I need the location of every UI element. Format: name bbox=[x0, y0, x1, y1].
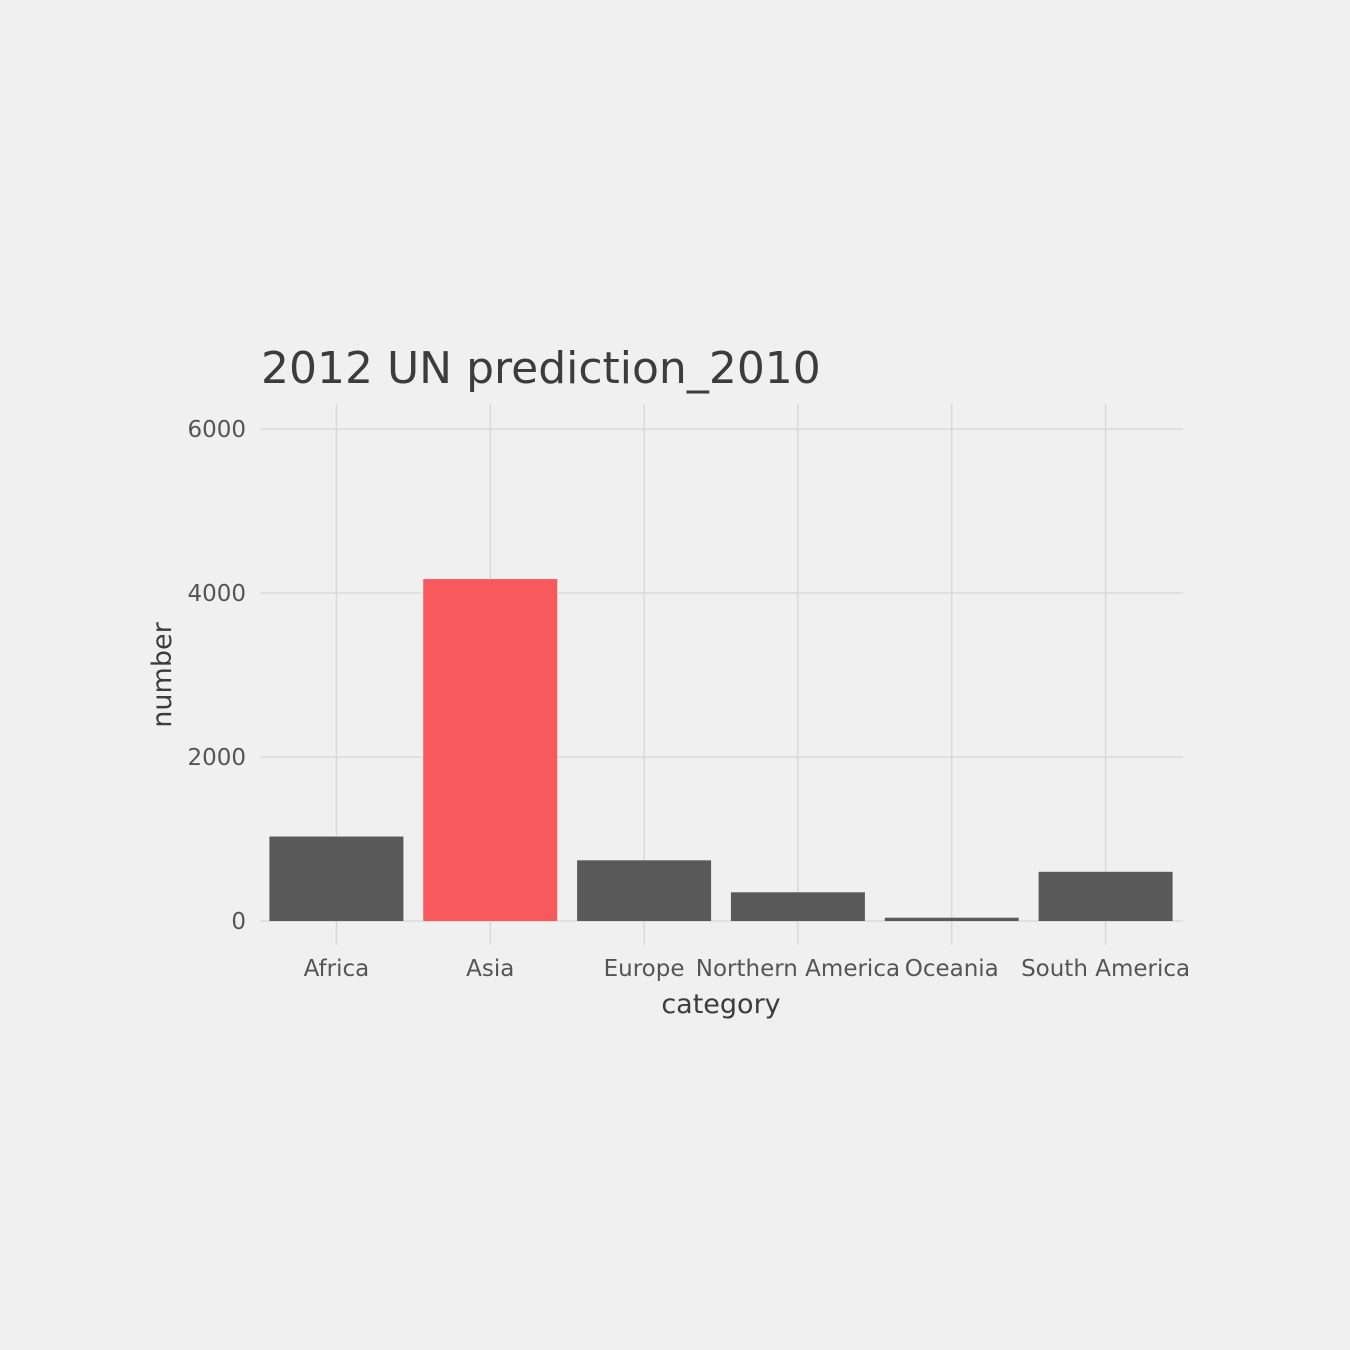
x-tick-label-asia: Asia bbox=[466, 956, 514, 982]
x-tick-labels: Africa Asia Europe Northern America Oceania S… bbox=[304, 956, 1190, 982]
x-tick-label-africa: Africa bbox=[304, 956, 370, 982]
x-tick-label-oceania: Oceania bbox=[905, 956, 999, 982]
y-tick-label-2000: 2000 bbox=[187, 745, 246, 771]
bar-northern-america bbox=[730, 892, 865, 921]
bar-asia bbox=[423, 579, 558, 921]
chart-title: 2012 UN prediction_2010 bbox=[261, 343, 821, 394]
bar-oceania bbox=[884, 917, 1019, 921]
y-tick-labels: 0 2000 4000 6000 bbox=[187, 417, 246, 935]
y-tick-label-6000: 6000 bbox=[187, 417, 246, 443]
x-tick-label-south-america: South America bbox=[1021, 956, 1190, 982]
bar-africa bbox=[269, 836, 404, 921]
y-axis-title: number bbox=[147, 621, 178, 727]
bar-south-america bbox=[1038, 871, 1173, 921]
y-tick-label-4000: 4000 bbox=[187, 581, 246, 607]
y-tick-label-0: 0 bbox=[231, 909, 246, 935]
bars bbox=[269, 579, 1173, 921]
x-axis-title: category bbox=[661, 989, 780, 1020]
x-tick-label-northern-america: Northern America bbox=[696, 956, 900, 982]
bar-europe bbox=[577, 860, 712, 921]
x-tick-label-europe: Europe bbox=[604, 956, 685, 982]
